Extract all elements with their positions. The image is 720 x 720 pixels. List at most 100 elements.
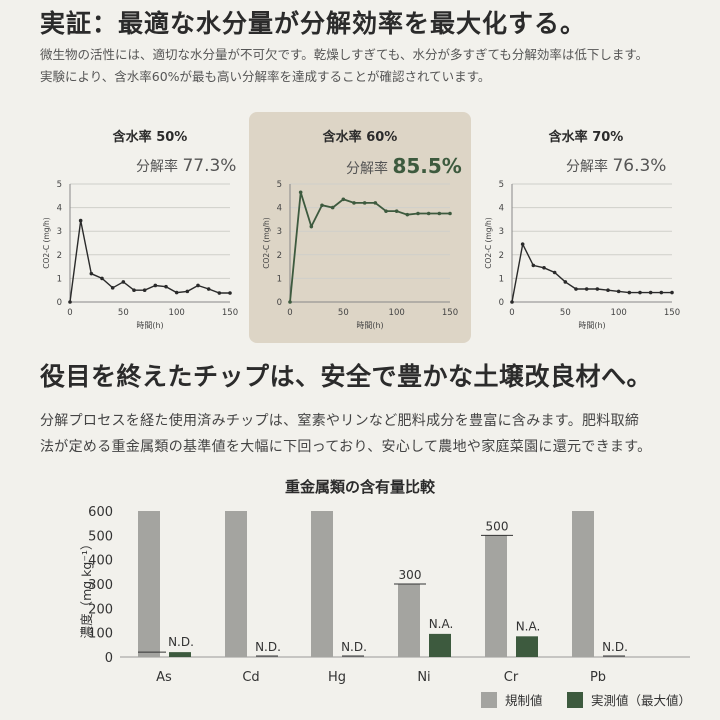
legend-swatch-measured	[567, 692, 583, 708]
data-point	[68, 300, 72, 304]
category-label: Cr	[504, 670, 519, 685]
x-tick-label: 150	[442, 308, 458, 318]
y-tick-label: 4	[277, 204, 282, 214]
measured-label: N.D.	[255, 640, 281, 654]
measured-label: N.D.	[341, 640, 367, 654]
data-point	[78, 218, 83, 223]
x-tick-label: 50	[338, 308, 349, 318]
x-tick-label: 0	[287, 308, 292, 318]
data-point	[563, 280, 568, 284]
data-point	[153, 283, 158, 288]
x-axis-label: 時間(h)	[578, 321, 605, 330]
intro-line-1: 微生物の活性には、適切な水分量が不可欠です。乾燥しすぎても、水分が多すぎても分解…	[40, 47, 649, 62]
rate-50: 分解率 77.3%	[136, 156, 236, 176]
data-point	[574, 287, 578, 291]
regulation-bar	[225, 511, 247, 657]
regulation-bar	[311, 511, 333, 657]
y-tick-label: 5	[499, 180, 504, 190]
data-point	[520, 242, 525, 246]
rate-value: 76.3%	[612, 156, 667, 176]
data-point	[384, 209, 388, 213]
regulation-bar	[485, 535, 507, 657]
y-tick-label: 1	[57, 274, 62, 284]
x-tick-label: 50	[118, 308, 129, 318]
data-point	[552, 270, 557, 275]
data-point	[595, 287, 600, 291]
y-tick-label: 5	[57, 180, 62, 190]
data-point	[362, 201, 367, 205]
category-label: Ni	[417, 670, 430, 685]
category-label: As	[156, 670, 172, 685]
y-tick-label: 4	[57, 204, 62, 214]
data-point	[531, 263, 536, 268]
x-tick-label: 0	[509, 308, 514, 318]
data-point	[416, 211, 420, 216]
x-tick-label: 100	[611, 308, 627, 318]
measured-bar	[516, 636, 538, 657]
bar-chart-title: 重金属類の含有量比較	[284, 478, 435, 496]
y-tick-label: 5	[277, 180, 282, 190]
x-tick-label: 150	[664, 308, 680, 318]
regulation-bar	[572, 511, 594, 657]
measured-label: N.D.	[602, 640, 628, 654]
bar-chart: 0 100 200 300 400 500 600 濃度（mg kg⁻¹） N.D. As N.D.…	[79, 505, 691, 708]
rate-value: 85.5%	[392, 154, 462, 178]
data-point	[174, 290, 179, 295]
series-line	[511, 242, 672, 303]
data-point	[405, 212, 410, 217]
y-axis-label: CO2-C (mg/h)	[42, 217, 51, 269]
rate-label: 分解率	[346, 161, 388, 177]
x-tick-label: 100	[389, 308, 405, 318]
y-tick-label: 0	[57, 298, 62, 308]
data-point	[288, 300, 292, 304]
y-axis-label: 濃度（mg kg⁻¹）	[79, 538, 94, 639]
y-tick-label: 3	[277, 227, 282, 237]
chart-title-70: 含水率 70%	[548, 130, 624, 145]
y-tick-label: 400	[88, 554, 113, 569]
y-tick-label: 200	[88, 602, 113, 617]
data-point	[100, 276, 104, 281]
headline: 実証：最適な水分量が分解効率を最大化する。	[40, 9, 587, 38]
x-tick-label: 100	[169, 308, 185, 318]
measured-label: N.A.	[516, 619, 541, 633]
data-point	[648, 290, 653, 295]
y-tick-label: 1	[277, 274, 282, 284]
data-point	[448, 211, 452, 216]
data-point	[206, 287, 211, 291]
y-tick-label: 3	[499, 227, 504, 237]
x-tick-label: 150	[222, 308, 238, 318]
rate-value: 77.3%	[182, 156, 237, 176]
data-point	[164, 284, 168, 289]
data-point	[606, 288, 610, 292]
data-point	[132, 288, 136, 292]
data-point	[228, 291, 232, 295]
x-axis-label: 時間(h)	[356, 321, 383, 330]
intro-line-2: 実験により、含水率60%が最も高い分解率を達成することが確認されています。	[40, 69, 491, 84]
y-tick-label: 300	[88, 578, 113, 593]
series-line	[69, 220, 230, 303]
rate-70: 分解率 76.3%	[566, 156, 666, 176]
data-point	[217, 291, 222, 295]
y-axis-label: CO2-C (mg/h)	[484, 217, 493, 269]
data-point	[437, 211, 442, 216]
data-point	[142, 288, 147, 292]
measured-bar	[169, 652, 191, 657]
chart-title-60: 含水率 60%	[322, 130, 398, 145]
legend-label-regulation: 規制値	[505, 693, 543, 708]
data-point	[341, 197, 346, 202]
data-point	[185, 289, 190, 294]
subheadline: 役目を終えたチップは、安全で豊かな土壌改良材へ。	[40, 362, 653, 391]
chart-title-50: 含水率 50%	[112, 130, 188, 145]
data-point	[320, 203, 324, 208]
data-point	[309, 224, 314, 229]
y-tick-label: 2	[277, 251, 282, 261]
x-tick-label: 0	[67, 308, 72, 318]
data-point	[373, 201, 378, 205]
y-tick-label: 0	[499, 298, 504, 308]
x-tick-label: 50	[560, 308, 571, 318]
body-line-1: 分解プロセスを経た使用済みチップは、窒素やリンなど肥料成分を豊富に含みます。肥料…	[40, 413, 640, 429]
data-point	[196, 283, 200, 288]
